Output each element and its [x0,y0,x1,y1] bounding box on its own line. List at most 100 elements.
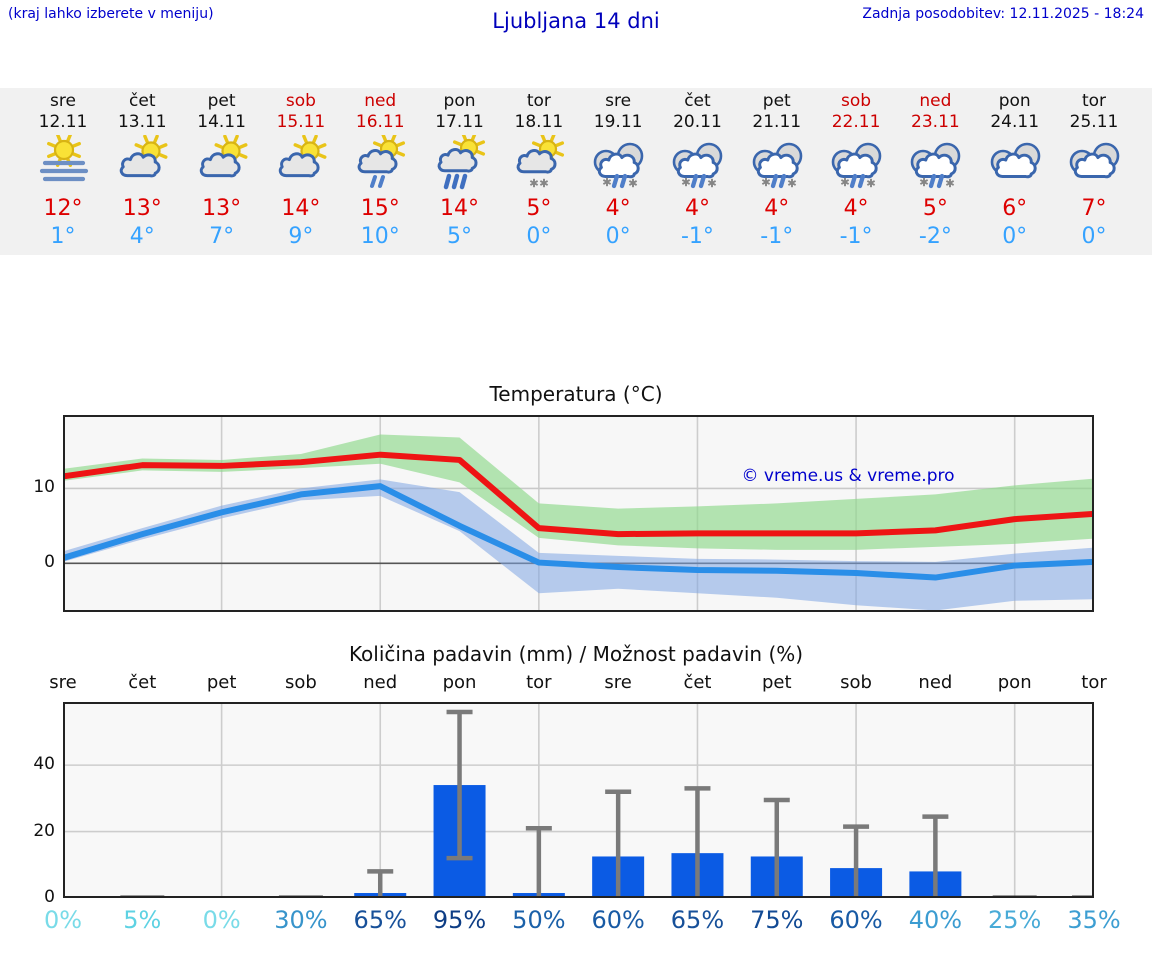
temp-min: 0° [1002,224,1028,249]
weather-icon-wrap [578,135,658,193]
precip-probability-label: 0% [43,906,83,934]
temp-min: -1° [839,224,873,249]
temperature-chart-section: Temperatura (°C) © vreme.us & vreme.pro … [0,380,1152,632]
precip-probability-label: 40% [908,906,963,934]
precip-probability-label: 35% [1067,906,1121,934]
cloudy-icon [990,142,1040,179]
precip-day-label: tor [526,672,552,693]
precip-day-label: ned [918,672,953,693]
day-name: pon [998,91,1031,111]
temp-min: 9° [288,224,314,249]
day-name: ned [364,91,397,111]
partly-cloudy-icon [278,134,327,178]
weather-icon-wrap [499,132,579,193]
forecast-day-column: čet 20.11 4° -1° [657,88,737,251]
day-date: 21.11 [752,112,802,132]
temperature-svg [60,415,1097,612]
forecast-day-column: tor 18.11 5° 0° [499,88,579,251]
precip-probability-label: 5% [123,906,162,934]
temp-max: 14° [281,196,321,221]
precipitation-svg [63,702,1116,898]
forecast-day-column: sre 19.11 4° 0° [578,88,658,251]
day-name: tor [526,91,551,111]
day-name: pet [207,91,236,111]
sleet-icon [831,142,882,189]
precip-day-label: pet [206,672,237,693]
temp-max: 4° [605,196,631,221]
precip-probability-label: 65% [353,906,407,934]
temp-max: 7° [1081,196,1107,221]
precip-y-tick: 0 [44,887,55,907]
precip-day-label: pon [442,672,477,693]
temp-max: 4° [684,196,710,221]
location-menu-hint: (kraj lahko izberete v meniju) [8,6,214,22]
precip-day-label: čet [683,672,712,693]
precip-probability-label: 75% [750,906,804,934]
temp-max: 6° [1002,196,1028,221]
precip-probability-label: 60% [829,906,883,934]
page-title: Ljubljana 14 dni [492,9,660,33]
temp-max: 4° [764,196,790,221]
temp-max: 15° [360,196,400,221]
precip-probability-label: 95% [432,906,487,934]
day-date: 22.11 [831,112,881,132]
day-date: 23.11 [911,112,960,132]
precip-day-label: sre [49,672,77,693]
partly-cloudy-icon [120,134,168,178]
weather-icon-wrap [420,131,500,193]
day-name: sre [50,91,76,111]
precip-day-label: sre [604,672,632,693]
precip-day-label: ned [363,672,398,693]
forecast-day-column: sob 22.11 4° -1° [816,88,896,251]
day-name: čet [684,91,711,111]
day-date: 24.11 [990,112,1040,132]
day-date: 16.11 [355,112,405,132]
precip-day-label: sob [285,672,317,693]
weather-icon-wrap [1054,135,1134,193]
partly-cloudy-icon [199,134,248,178]
temperature-chart-title: Temperatura (°C) [489,382,663,406]
precip-y-tick: 40 [33,754,55,775]
temperature-plot [60,415,1097,616]
temp-min: 5° [447,224,473,249]
day-date: 18.11 [514,112,564,132]
weather-icon-wrap [182,134,262,193]
forecast-day-column: tor 25.11 7° 0° [1054,88,1134,251]
weather-icon-wrap [737,135,817,193]
precipitation-plot [63,702,1116,902]
forecast-day-column: pon 24.11 6° 0° [975,88,1055,251]
sleet-icon [673,142,723,189]
weather-icon-wrap [657,135,737,193]
weather-icon-wrap [261,134,341,193]
temp-max: 14° [440,196,480,221]
day-name: pet [762,91,791,111]
forecast-day-column: ned 16.11 15° 10° [340,88,420,251]
day-name: sob [841,91,872,111]
watermark-link[interactable]: © vreme.us & vreme.pro [741,466,955,486]
sleet-icon [752,142,803,189]
cloudy-icon [1069,142,1120,179]
temperature-y-tick: 10 [33,477,55,498]
page-header: (kraj lahko izberete v meniju) Ljubljana… [0,0,1152,44]
sleet-icon [911,142,961,189]
precip-probability-label: 60% [591,906,645,934]
precipitation-chart-title: Količina padavin (mm) / Možnost padavin … [348,642,804,666]
temp-min: 4° [129,224,155,249]
temp-max: 5° [922,196,948,221]
precip-probability-label: 30% [274,906,328,934]
rain-sun-icon [357,132,406,188]
day-date: 12.11 [38,112,88,132]
forecast-day-column: pet 14.11 13° 7° [182,88,262,251]
day-date: 20.11 [673,112,722,132]
precipitation-chart-section: Količina padavin (mm) / Možnost padavin … [0,640,1152,952]
precip-day-label: tor [1081,672,1107,693]
temp-min: 0° [605,224,631,249]
day-date: 14.11 [197,112,246,132]
weather-icon-wrap [975,135,1055,193]
weather-icon-wrap [340,132,420,193]
day-name: ned [919,91,952,111]
temp-min: 1° [50,224,76,249]
day-name: pon [443,91,476,111]
fog-sun-icon [39,133,89,182]
temp-max: 13° [202,196,242,221]
